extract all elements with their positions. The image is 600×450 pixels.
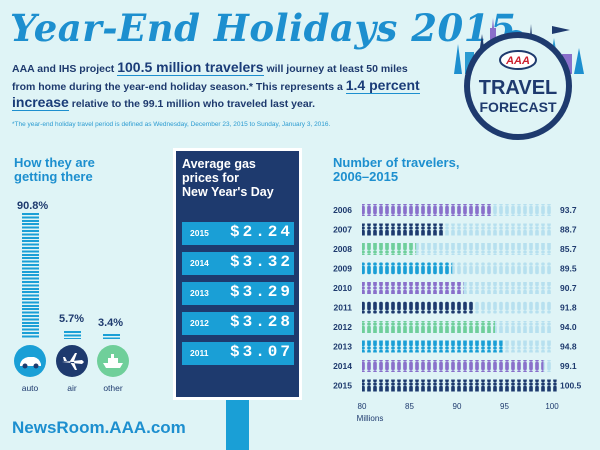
logo-line-1: TRAVEL	[479, 77, 558, 99]
gas-row-year: 2015	[190, 228, 209, 238]
ship-icon	[97, 345, 129, 377]
value-label: 93.7	[560, 205, 577, 215]
gas-board-title: Average gas prices for New Year's Day	[182, 157, 300, 199]
gas-title-line-1: Average gas	[182, 157, 256, 171]
bar	[362, 223, 445, 236]
value-label: 89.5	[560, 264, 577, 274]
bar	[362, 340, 503, 353]
intro-text: AAA and IHS project 100.5 million travel…	[12, 59, 432, 113]
gas-row-year: 2012	[190, 318, 209, 328]
gas-board-pole	[226, 400, 249, 450]
x-tick-label: 80	[358, 402, 367, 411]
travel-forecast-logo: AAA TRAVEL FORECAST	[454, 18, 584, 140]
gas-row-year: 2013	[190, 288, 209, 298]
mode-pct-air: 5.7%	[59, 313, 85, 325]
intro-part-3: relative to the 99.1 million who travele…	[68, 98, 316, 110]
value-label: 85.7	[560, 244, 577, 254]
bar	[362, 301, 475, 314]
modes-title-line-2: getting there	[14, 169, 93, 184]
mode-bar-air	[64, 331, 81, 339]
plane-icon	[56, 345, 88, 377]
year-label: 2009	[333, 264, 352, 274]
value-label: 100.5	[560, 381, 582, 391]
intro-highlight-increase: 1.4 percent increase	[12, 76, 420, 111]
gas-row-price: $3.07	[230, 343, 294, 361]
gas-row-year: 2014	[190, 258, 209, 268]
x-tick-label: 95	[500, 402, 509, 411]
intro-highlight-travelers: 100.5 million travelers	[117, 59, 264, 76]
year-label: 2012	[333, 322, 352, 332]
chart-title: Number of travelers, 2006–2015	[333, 155, 460, 184]
travelers-chart: 2006 93.7 2007 88.7 2008 85.7 2009 89.5 2010 90.7…	[333, 204, 582, 423]
footnote: *The year-end holiday travel period is d…	[12, 121, 331, 128]
aaa-logo-text: AAA	[505, 55, 530, 67]
year-label: 2014	[333, 361, 352, 371]
year-label: 2010	[333, 283, 352, 293]
gas-row-price: $3.29	[230, 283, 294, 301]
gas-title-line-3: New Year's Day	[182, 185, 274, 199]
mode-label-auto: auto	[21, 383, 39, 393]
x-tick-label: 90	[453, 402, 462, 411]
year-label: 2008	[333, 244, 352, 254]
x-tick-label: 85	[405, 402, 414, 411]
mode-pct-other: 3.4%	[98, 317, 124, 329]
bar	[362, 379, 557, 392]
x-tick-label: 100	[545, 402, 559, 411]
bar	[362, 360, 544, 372]
page-title: Year-End Holidays 2015	[10, 6, 517, 50]
intro-part-2: will journey at least 50 miles from home…	[12, 63, 408, 93]
year-label: 2007	[333, 225, 352, 235]
gas-row-price: $3.32	[230, 253, 294, 271]
intro-part-1: AAA and IHS project	[12, 63, 118, 75]
value-label: 91.8	[560, 303, 577, 313]
newsroom-url[interactable]: NewsRoom.AAA.com	[12, 418, 186, 437]
gas-row-price: $3.28	[230, 313, 294, 331]
modes-title-line-1: How they are	[14, 155, 95, 170]
x-axis-label: Millions	[357, 414, 384, 423]
bar	[362, 204, 493, 216]
value-label: 94.8	[560, 342, 577, 352]
mode-pct-auto: 90.8%	[17, 200, 49, 212]
gas-row: 2012 $3.28	[182, 312, 294, 335]
year-label: 2013	[333, 342, 352, 352]
bar	[362, 321, 495, 333]
value-label: 99.1	[560, 361, 577, 371]
bar	[362, 243, 417, 255]
modes-title: How they are getting there	[14, 156, 95, 184]
gas-row-price: $2.24	[230, 223, 294, 241]
gas-row: 2015 $2.24	[182, 222, 294, 245]
car-icon	[14, 345, 46, 377]
bar	[362, 282, 464, 294]
gas-row: 2014 $3.32	[182, 252, 294, 275]
value-label: 90.7	[560, 283, 577, 293]
year-label: 2011	[334, 303, 353, 313]
gas-row-year: 2011	[190, 348, 209, 358]
gas-row: 2011 $3.07	[182, 342, 294, 365]
gas-title-line-2: prices for	[182, 171, 239, 185]
value-label: 94.0	[560, 322, 577, 332]
year-label: 2006	[333, 205, 352, 215]
year-label: 2015	[333, 381, 352, 391]
logo-line-2: FORECAST	[480, 99, 557, 115]
mode-bar-other	[103, 334, 120, 339]
mode-label-other: other	[103, 383, 123, 393]
bar	[362, 262, 453, 275]
gas-row: 2013 $3.29	[182, 282, 294, 305]
gas-price-board: Average gas prices for New Year's Day 20…	[173, 148, 302, 400]
mode-bar-auto	[22, 213, 39, 339]
mode-label-air: air	[67, 383, 77, 393]
value-label: 88.7	[560, 225, 577, 235]
